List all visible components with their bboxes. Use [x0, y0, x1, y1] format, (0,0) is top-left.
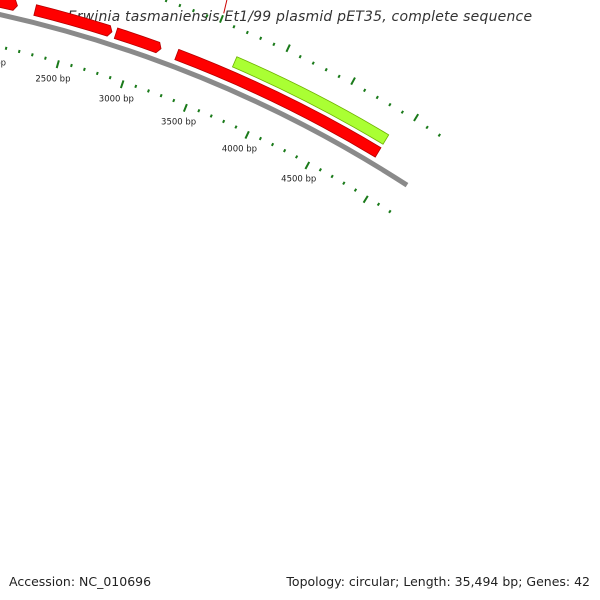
inner-tick-mark — [83, 67, 86, 72]
inner-tick-mark — [330, 174, 334, 179]
bp-axis-label: 4000 bp — [222, 144, 257, 154]
inner-tick-mark — [318, 167, 322, 172]
outer-tick-mark — [311, 61, 315, 65]
inner-tick-mark — [388, 209, 392, 214]
outer-tick-mark — [363, 88, 367, 93]
outer-tick-mark — [164, 0, 168, 3]
feature-arc-green[interactable] — [231, 56, 390, 145]
summary-text: Topology: circular; Length: 35,494 bp; G… — [286, 574, 590, 589]
inner-tick-mark — [295, 155, 299, 159]
outer-tick-mark — [232, 25, 236, 29]
outer-tick-mark — [178, 3, 182, 8]
outer-tick-mark — [205, 14, 209, 18]
outer-tick-mark — [298, 54, 302, 59]
gene-label-leader — [223, 0, 228, 14]
outer-tick-mark — [219, 14, 224, 24]
inner-tick-mark — [172, 98, 176, 103]
bp-axis-label: 3500 bp — [161, 118, 196, 128]
inner-tick-mark — [31, 53, 34, 57]
gene-arc[interactable] — [0, 0, 18, 11]
map-title: Erwinia tasmaniensis Et1/99 plasmid pET3… — [67, 9, 533, 25]
inner-tick-mark — [234, 125, 238, 129]
outer-tick-mark — [285, 44, 291, 53]
inner-tick-mark — [209, 114, 213, 118]
outer-tick-mark — [425, 125, 429, 130]
inner-tick-mark — [258, 136, 262, 141]
plasmid-backbone — [0, 12, 409, 188]
inner-tick-mark — [376, 202, 381, 207]
inner-tick-mark — [197, 108, 201, 113]
bp-axis-label: 3000 bp — [99, 94, 134, 104]
inner-tick-mark — [182, 103, 188, 112]
gene-arc[interactable] — [113, 27, 162, 54]
inner-tick-mark — [4, 46, 8, 51]
inner-tick-mark — [283, 148, 287, 153]
outer-tick-mark — [400, 110, 404, 114]
inner-tick-mark — [44, 56, 47, 60]
inner-tick-mark — [270, 142, 275, 147]
inner-tick-mark — [108, 75, 112, 80]
outer-tick-mark — [413, 113, 420, 122]
inner-tick-mark — [119, 80, 125, 89]
gene-arc[interactable] — [174, 48, 382, 158]
inner-tick-mark — [159, 93, 163, 98]
outer-tick-mark — [350, 77, 356, 86]
bp-axis-label: 2500 bp — [35, 75, 70, 85]
inner-tick-mark — [95, 71, 99, 76]
outer-tick-mark — [272, 42, 276, 47]
outer-tick-mark — [437, 133, 442, 138]
inner-tick-mark — [147, 89, 150, 93]
inner-tick-mark — [17, 49, 21, 54]
inner-tick-mark — [222, 119, 226, 124]
bp-axis-label: 2000 bp — [0, 58, 6, 68]
inner-tick-mark — [342, 181, 346, 186]
inner-tick-mark — [353, 188, 358, 192]
inner-tick-mark — [304, 161, 311, 170]
bp-axis-label: 4500 bp — [281, 174, 316, 184]
outer-tick-mark — [192, 8, 195, 13]
inner-tick-mark — [70, 63, 73, 68]
outer-tick-mark — [324, 67, 328, 72]
inner-tick-mark — [55, 60, 60, 69]
inner-tick-mark — [134, 84, 138, 89]
outer-tick-mark — [337, 74, 341, 79]
inner-tick-mark — [244, 130, 250, 140]
outer-tick-mark — [375, 95, 379, 100]
inner-tick-mark — [362, 195, 369, 204]
outer-tick-mark — [259, 36, 263, 41]
gene-arc[interactable] — [33, 4, 113, 37]
accession-text: Accession: NC_010696 — [9, 574, 152, 589]
outer-tick-mark — [388, 102, 392, 107]
outer-tick-mark — [245, 30, 249, 35]
